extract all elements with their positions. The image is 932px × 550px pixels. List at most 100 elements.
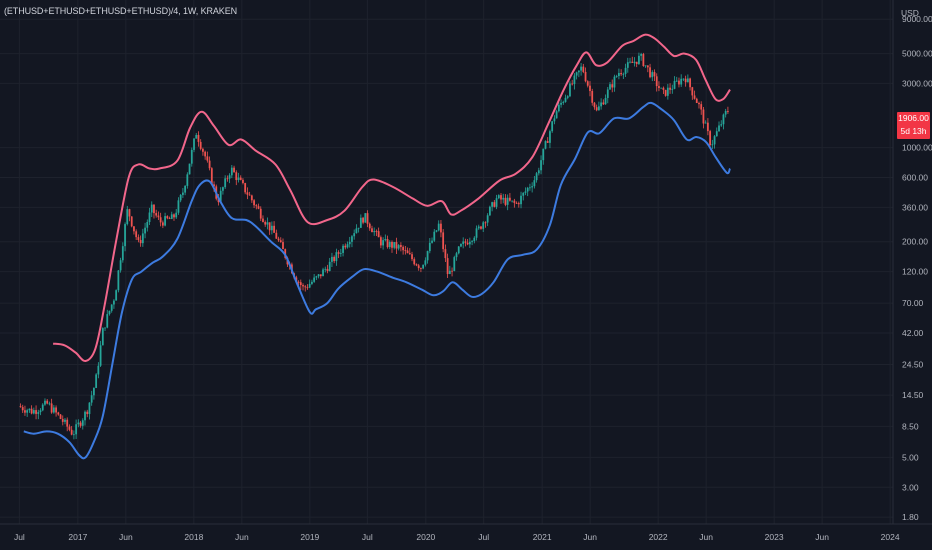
- candle-body: [702, 109, 705, 124]
- candle-body: [593, 102, 596, 108]
- candle-body: [306, 287, 309, 289]
- candle-body: [384, 239, 387, 241]
- candle-body: [302, 285, 304, 287]
- price-tick-label: 600.00: [902, 173, 928, 183]
- candle-body: [101, 328, 104, 346]
- candle-body: [266, 222, 269, 225]
- candle-body: [504, 197, 507, 205]
- candle-body: [466, 242, 469, 245]
- candle-body: [511, 200, 514, 202]
- candle-body: [402, 246, 405, 251]
- candle-body: [90, 395, 93, 403]
- candle-body: [153, 204, 155, 214]
- candle-body: [644, 65, 647, 67]
- candle-body: [199, 141, 202, 149]
- candle-body: [524, 191, 527, 193]
- candle-body: [75, 424, 78, 435]
- candle-body: [279, 240, 282, 243]
- candle-body: [706, 122, 709, 132]
- time-axis[interactable]: Jul 2017 Jun 2018 Jun 2019 Jul 2020 Jul 2021 Jun 20…: [14, 532, 900, 542]
- candle-body: [175, 212, 178, 218]
- candle-body: [377, 231, 380, 238]
- candle-body: [362, 217, 364, 223]
- candle-body: [526, 187, 529, 192]
- candle-body: [386, 239, 389, 248]
- price-tick-label: 5000.00: [902, 49, 932, 59]
- candle-body: [57, 412, 60, 415]
- candle-body: [233, 167, 235, 173]
- candle-body: [686, 78, 689, 83]
- candle-body: [373, 231, 376, 233]
- candle-body: [24, 410, 26, 413]
- candle-body: [299, 282, 302, 286]
- candle-body: [219, 190, 222, 203]
- time-tick-label: 2019: [300, 532, 319, 542]
- candle-body: [204, 151, 207, 157]
- candle-body: [488, 206, 491, 216]
- candle-body: [453, 257, 456, 272]
- candle-body: [395, 242, 398, 249]
- candle-body: [357, 227, 360, 229]
- candle-body: [368, 223, 371, 229]
- candle-body: [86, 411, 89, 415]
- candle-body: [333, 256, 336, 262]
- candle-body: [326, 268, 329, 271]
- candle-body: [533, 180, 536, 187]
- candle-body: [317, 274, 320, 277]
- candle-body: [709, 131, 712, 146]
- time-tick-label: Jul: [14, 532, 25, 542]
- candle-body: [388, 241, 391, 248]
- candle-body: [426, 251, 429, 261]
- candle-body: [121, 246, 124, 261]
- candle-body: [206, 156, 209, 161]
- candle-body: [591, 90, 594, 103]
- candle-body: [666, 87, 669, 96]
- candle-body: [582, 66, 585, 72]
- candle-body: [311, 281, 313, 284]
- time-tick-label: Jun: [235, 532, 249, 542]
- candle-body: [104, 327, 106, 329]
- candle-body: [351, 236, 353, 242]
- candle-body: [564, 97, 567, 102]
- candle-body: [161, 222, 164, 226]
- candle-body: [88, 402, 91, 415]
- candle-body: [417, 265, 420, 269]
- candle-body: [508, 197, 511, 201]
- candle-body: [664, 89, 667, 96]
- candle-body: [573, 75, 576, 85]
- price-tick-label: 8.50: [902, 421, 919, 431]
- candle-body: [115, 290, 118, 301]
- candle-body: [237, 177, 240, 181]
- price-tick-label: 3.00: [902, 482, 919, 492]
- time-tick-label: 2017: [68, 532, 87, 542]
- candle-body: [273, 225, 275, 233]
- price-axis[interactable]: 9000.00 5000.00 3000.00 1000.00 600.00 360.00…: [902, 14, 932, 522]
- candle-body: [239, 177, 242, 180]
- candle-body: [680, 78, 683, 85]
- candle-body: [535, 173, 538, 181]
- candle-body: [713, 136, 716, 145]
- candle-body: [168, 218, 171, 220]
- candle-body: [230, 167, 233, 176]
- bar-countdown: 5d 13h: [900, 126, 927, 136]
- candle-body: [257, 206, 260, 209]
- candle-body: [451, 270, 453, 272]
- candle-body: [353, 233, 356, 237]
- candle-body: [39, 410, 42, 413]
- candle-body: [242, 179, 244, 184]
- candle-body: [515, 202, 518, 204]
- candle-body: [611, 84, 614, 88]
- candle-body: [473, 237, 476, 242]
- candle-body: [193, 138, 195, 150]
- candle-body: [624, 67, 627, 74]
- candle-body: [337, 252, 340, 254]
- candle-body: [544, 141, 547, 149]
- candle-body: [631, 61, 634, 63]
- candle-body: [424, 260, 427, 265]
- candle-body: [502, 197, 505, 200]
- candle-body: [471, 241, 473, 242]
- candle-body: [722, 114, 725, 125]
- candle-body: [52, 407, 55, 413]
- candle-body: [166, 216, 169, 219]
